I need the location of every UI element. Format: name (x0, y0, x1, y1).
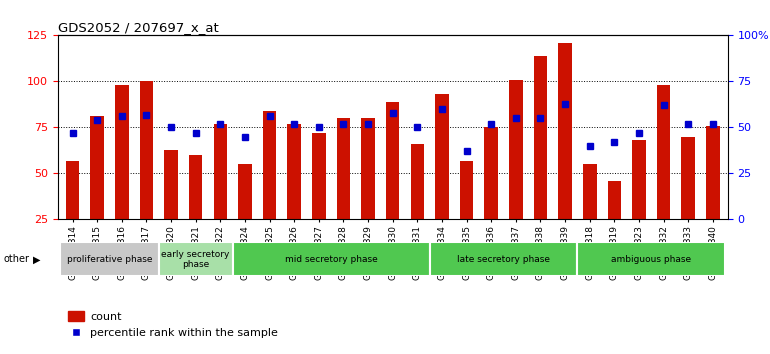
Bar (681, 137, 695, 219)
Text: ▶: ▶ (33, 255, 41, 264)
Text: GDS2052 / 207697_x_at: GDS2052 / 207697_x_at (58, 21, 219, 34)
Text: ambiguous phase: ambiguous phase (611, 255, 691, 264)
Bar (583, 164, 597, 219)
Text: other: other (4, 255, 30, 264)
Text: late secretory phase: late secretory phase (457, 255, 550, 264)
Bar (336, 118, 350, 219)
Bar (238, 164, 252, 219)
Bar (159, 242, 233, 276)
Bar (361, 118, 375, 219)
Text: mid secretory phase: mid secretory phase (285, 255, 377, 264)
Bar (435, 94, 449, 219)
Bar (164, 149, 178, 219)
Bar (608, 181, 621, 219)
Bar (139, 81, 153, 219)
Bar (233, 242, 430, 276)
Bar (213, 124, 227, 219)
Bar (410, 144, 424, 219)
Bar (90, 116, 104, 219)
Bar (706, 126, 720, 219)
Bar (657, 85, 671, 219)
Bar (312, 133, 326, 219)
Bar (509, 80, 523, 219)
Bar (263, 111, 276, 219)
Bar (60, 242, 159, 276)
Bar (287, 124, 301, 219)
Legend: count, percentile rank within the sample: count, percentile rank within the sample (63, 307, 283, 342)
Bar (632, 140, 646, 219)
Text: proliferative phase: proliferative phase (67, 255, 152, 264)
Bar (534, 56, 547, 219)
Bar (115, 85, 129, 219)
Bar (558, 43, 572, 219)
Text: early secretory
phase: early secretory phase (162, 250, 230, 269)
Bar (484, 127, 498, 219)
Bar (65, 161, 79, 219)
Bar (460, 161, 474, 219)
Bar (189, 155, 203, 219)
Bar (578, 242, 725, 276)
Bar (430, 242, 578, 276)
Bar (386, 102, 400, 219)
